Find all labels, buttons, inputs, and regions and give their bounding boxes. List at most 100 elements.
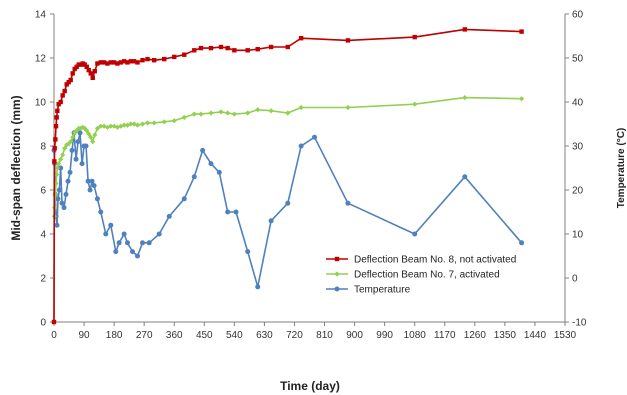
data-point-beam8 [345, 38, 351, 43]
data-point-beam8 [208, 45, 214, 51]
data-point-beam8 [225, 45, 230, 51]
y2-axis-title: Temperature (°C) [616, 128, 627, 209]
data-point-temperature [75, 139, 81, 145]
data-point-beam7 [70, 134, 76, 140]
data-point-beam7 [60, 152, 66, 158]
data-point-beam7 [412, 101, 418, 107]
y2-tick-label: 0 [572, 274, 578, 285]
data-point-temperature [59, 200, 65, 206]
x-tick-label: 90 [78, 330, 90, 341]
data-point-beam8 [51, 319, 57, 325]
data-point-beam8 [131, 59, 137, 64]
data-point-temperature [77, 130, 83, 136]
x-tick-label: 450 [196, 330, 213, 341]
data-point-beam8 [162, 56, 167, 62]
x-tick-label: 0 [51, 330, 57, 341]
data-point-beam8 [519, 29, 524, 34]
data-point-beam8 [121, 59, 127, 64]
data-point-beam7 [101, 123, 107, 129]
y2-tick-label: 60 [572, 10, 584, 21]
data-point-beam7 [345, 104, 351, 111]
data-point-temperature [285, 200, 291, 206]
data-point-temperature [124, 240, 130, 246]
data-point-beam7 [285, 110, 291, 116]
data-point-temperature [79, 161, 85, 167]
data-point-temperature [89, 178, 95, 184]
data-point-beam8 [182, 52, 187, 57]
data-point-beam8 [172, 54, 177, 60]
x-tick-label: 1440 [524, 330, 547, 341]
data-point-temperature [121, 231, 127, 237]
data-point-beam8 [53, 124, 59, 129]
series-beam7 [51, 95, 525, 325]
data-point-temperature [298, 143, 304, 149]
y2-tick-label: 10 [572, 230, 584, 241]
data-point-beam8 [58, 99, 63, 105]
data-point-temperature [462, 174, 468, 180]
data-point-beam8 [298, 36, 304, 41]
y-tick-label: 14 [35, 10, 47, 21]
data-point-temperature [166, 213, 172, 219]
data-point-beam8 [125, 60, 130, 65]
data-point-beam7 [144, 120, 151, 126]
data-point-beam7 [58, 156, 64, 162]
data-point-temperature [85, 178, 91, 184]
data-point-beam7 [268, 108, 274, 114]
data-point-temperature [54, 222, 60, 228]
data-point-temperature [312, 134, 318, 140]
data-point-temperature [91, 183, 97, 189]
data-point-beam7 [151, 120, 157, 126]
data-point-temperature [87, 187, 93, 193]
data-point-temperature [268, 218, 274, 224]
data-point-beam8 [98, 60, 103, 65]
x-tick-label: 990 [376, 330, 393, 341]
data-point-beam8 [128, 59, 134, 64]
data-point-beam8 [108, 60, 113, 65]
y-tick-label: 4 [40, 230, 46, 241]
x-tick-label: 1170 [434, 330, 456, 341]
data-point-beam8 [218, 44, 224, 50]
data-point-beam8 [60, 93, 65, 98]
data-point-temperature [65, 178, 71, 184]
data-point-beam7 [128, 121, 134, 127]
data-point-beam8 [52, 159, 57, 164]
data-point-beam7 [92, 132, 98, 138]
data-point-temperature [200, 147, 206, 153]
legend-item-beam8: Deflection Beam No. 8, not activated [326, 255, 516, 266]
data-point-beam7 [518, 96, 525, 102]
data-point-beam8 [62, 88, 67, 94]
data-point-beam8 [86, 67, 91, 73]
data-point-beam8 [151, 58, 157, 63]
data-point-beam7 [134, 122, 141, 128]
x-tick-label: 1530 [554, 330, 577, 341]
x-axis-title: Time (day) [280, 379, 340, 393]
data-point-temperature [58, 165, 64, 171]
y-tick-label: 10 [35, 98, 47, 109]
axes: 0 90 180 270 360 450 540 630 720 810 900 990 1080 117… [35, 10, 587, 342]
data-point-beam7 [198, 111, 204, 117]
data-point-beam7 [86, 131, 92, 137]
y-tick-label: 12 [35, 54, 47, 65]
data-point-beam7 [171, 118, 177, 124]
data-point-temperature [134, 253, 140, 259]
x-tick-label: 270 [136, 330, 153, 341]
data-point-temperature [181, 196, 187, 202]
series-layer [51, 27, 525, 325]
y2-tick-label: 20 [572, 186, 584, 197]
data-point-temperature [345, 200, 351, 206]
data-point-beam8 [268, 44, 274, 50]
data-point-beam7 [462, 95, 468, 101]
data-point-beam8 [135, 60, 140, 65]
legend-swatch-marker [334, 256, 340, 262]
y-axis-title: Mid-span deflection (mm) [9, 95, 23, 240]
data-point-beam7 [139, 121, 146, 127]
x-tick-label: 900 [346, 330, 363, 341]
data-point-beam8 [232, 48, 237, 53]
x-tick-label: 630 [256, 330, 273, 341]
data-point-temperature [113, 249, 119, 255]
data-point-beam8 [55, 108, 60, 113]
data-point-beam8 [84, 64, 89, 69]
x-tick-label: 1260 [464, 330, 487, 341]
data-point-temperature [56, 187, 62, 193]
data-point-beam7 [56, 161, 62, 167]
